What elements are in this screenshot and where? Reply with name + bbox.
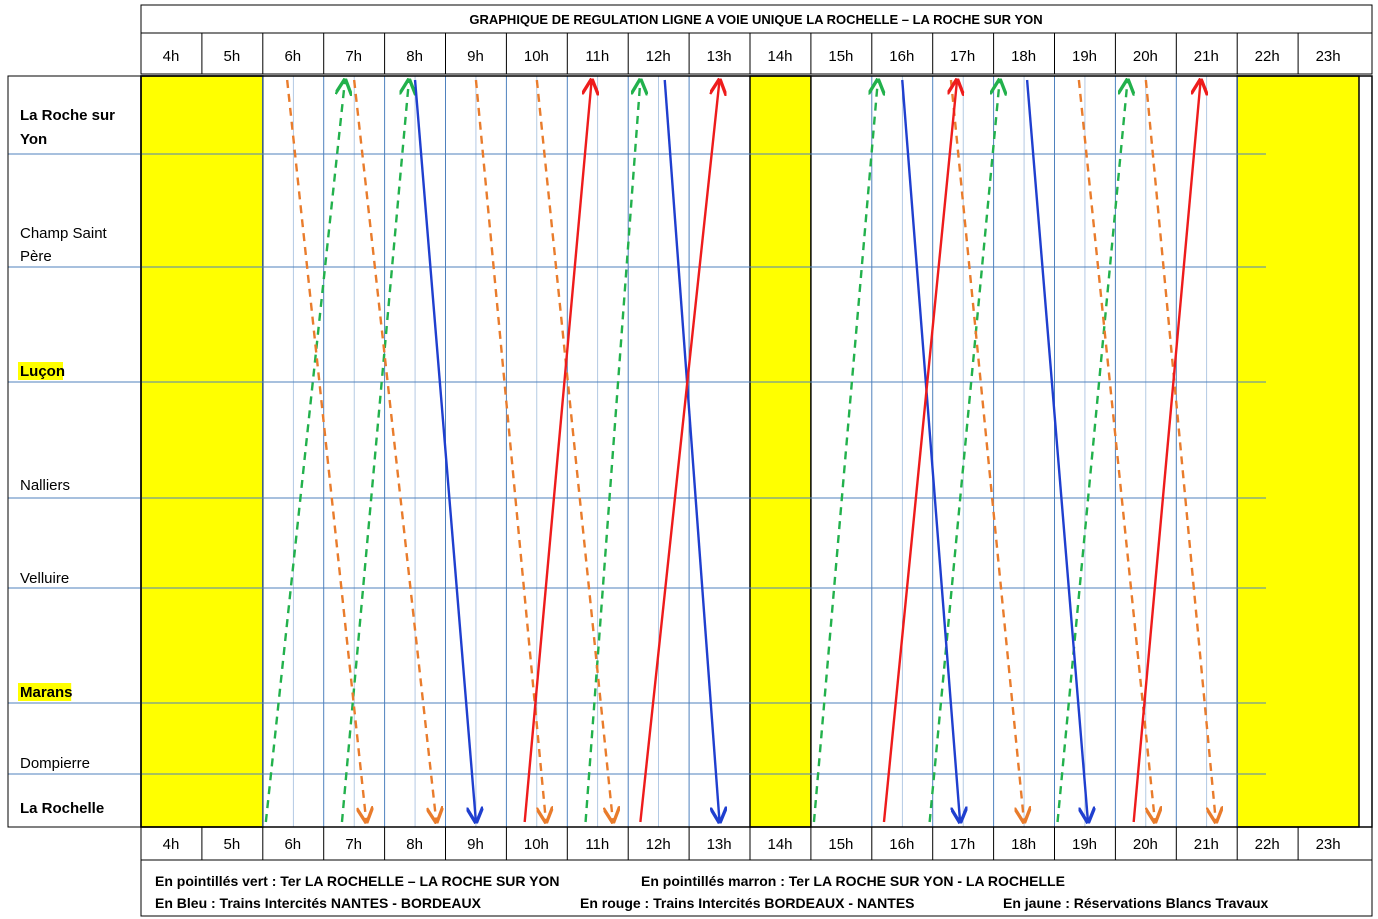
train-path-1-4 — [949, 79, 1024, 822]
chart-title: GRAPHIQUE DE REGULATION LIGNE A VOIE UNI… — [469, 12, 1042, 27]
bottom-hour-row — [140, 826, 1373, 861]
legend-yellow: En jaune : Réservations Blancs Travaux — [1003, 895, 1269, 911]
hour-label-top: 16h — [889, 48, 914, 65]
hour-labels-top: 4h 5h 6h 7h 8h 9h 10h 11h 12h 13h 14h 15h 16h 17h 18h 1… — [140, 33, 1341, 74]
train-path-2-2 — [901, 79, 960, 822]
hour-label-top: 11h — [585, 48, 609, 65]
train-path-0-1 — [340, 80, 409, 823]
hour-label-bottom: 22h — [1255, 836, 1280, 853]
station-highlight — [18, 683, 72, 701]
station-highlight — [18, 362, 63, 380]
hour-label-top: 17h — [950, 48, 975, 65]
plot-border — [140, 75, 1373, 828]
hour-label-top: 4h — [163, 48, 180, 65]
train-path-0-2 — [584, 80, 641, 823]
hour-label-top: 13h — [707, 48, 732, 65]
blancs-travaux-block-1 — [749, 75, 812, 828]
station-label-0: Yon — [20, 131, 47, 148]
hour-label-bottom: 23h — [1316, 836, 1341, 853]
station-label-5: Marans — [20, 684, 73, 701]
station-label-0: La Roche sur — [20, 107, 115, 124]
legend-brown: En pointillés marron : Ter LA ROCHE SUR … — [641, 873, 1065, 889]
train-path-1-3 — [535, 79, 613, 822]
hour-label-bottom: 9h — [467, 836, 484, 853]
hour-label-bottom: 12h — [646, 836, 671, 853]
station-column — [7, 75, 142, 828]
train-paths — [264, 79, 1216, 823]
train-path-0-3 — [812, 80, 878, 823]
train-path-3-2 — [882, 80, 957, 823]
hour-label-top: 21h — [1194, 48, 1219, 65]
hour-label-top: 12h — [646, 48, 671, 65]
hour-label-bottom: 20h — [1133, 836, 1158, 853]
train-path-1-6 — [1144, 79, 1216, 822]
station-label-1: Champ Saint — [20, 225, 108, 242]
train-path-2-0 — [413, 79, 476, 822]
hour-labels-bottom: 4h 5h 6h 7h 8h 9h 10h 11h 12h 13h 14h 15h 16h 17h 18h 1… — [140, 827, 1341, 860]
train-path-3-0 — [523, 80, 592, 823]
hour-label-top: 9h — [467, 48, 484, 65]
train-path-0-0 — [264, 80, 345, 823]
legend-red: En rouge : Trains Intercités BORDEAUX - … — [580, 895, 915, 911]
hour-label-bottom: 4h — [163, 836, 180, 853]
hour-label-top: 23h — [1316, 48, 1341, 65]
train-path-0-5 — [1056, 80, 1128, 823]
station-label-3: Nalliers — [20, 477, 70, 494]
station-labels: La Roche sur Yon Champ Saint Père Luçon Nalli… — [18, 107, 115, 817]
hour-label-top: 14h — [767, 48, 792, 65]
hour-label-bottom: 5h — [224, 836, 241, 853]
hour-label-bottom: 21h — [1194, 836, 1219, 853]
station-label-1: Père — [20, 248, 52, 265]
train-path-1-0 — [285, 79, 366, 822]
hour-label-top: 5h — [224, 48, 241, 65]
hour-label-top: 20h — [1133, 48, 1158, 65]
hour-label-bottom: 8h — [406, 836, 423, 853]
hour-label-top: 6h — [284, 48, 301, 65]
hour-label-bottom: 16h — [889, 836, 914, 853]
legend-box — [140, 859, 1373, 917]
hour-label-top: 8h — [406, 48, 423, 65]
hour-label-top: 18h — [1011, 48, 1036, 65]
train-path-1-2 — [474, 79, 546, 822]
hour-label-top: 10h — [524, 48, 549, 65]
hour-label-bottom: 10h — [524, 836, 549, 853]
hour-label-bottom: 11h — [585, 836, 609, 853]
legend-blue: En Bleu : Trains Intercités NANTES - BOR… — [155, 895, 482, 911]
hour-label-bottom: 13h — [707, 836, 732, 853]
legend-green: En pointillés vert : Ter LA ROCHELLE – L… — [155, 873, 560, 889]
hour-label-bottom: 14h — [767, 836, 792, 853]
station-label-4: Velluire — [20, 570, 69, 587]
hour-label-top: 19h — [1072, 48, 1097, 65]
blancs-travaux-block-2 — [1236, 75, 1360, 828]
train-path-0-4 — [928, 80, 1000, 823]
hour-label-bottom: 17h — [950, 836, 975, 853]
hour-label-bottom: 15h — [828, 836, 853, 853]
blancs-travaux-block-0 — [140, 75, 264, 828]
train-path-2-1 — [663, 79, 720, 822]
train-path-1-1 — [352, 79, 436, 822]
title-box — [140, 4, 1373, 34]
train-path-1-5 — [1077, 79, 1155, 822]
top-hour-row — [140, 32, 1373, 75]
station-label-6: Dompierre — [20, 755, 90, 772]
hour-label-bottom: 18h — [1011, 836, 1036, 853]
station-label-2: Luçon — [20, 363, 65, 380]
hour-label-bottom: 7h — [345, 836, 362, 853]
hour-label-top: 7h — [345, 48, 362, 65]
hour-label-top: 15h — [828, 48, 853, 65]
hour-label-top: 22h — [1255, 48, 1280, 65]
grid-layer — [8, 76, 1266, 827]
train-path-3-1 — [639, 80, 719, 823]
hour-label-bottom: 19h — [1072, 836, 1097, 853]
train-path-2-3 — [1025, 79, 1088, 822]
train-path-3-3 — [1132, 80, 1201, 823]
station-label-7: La Rochelle — [20, 800, 104, 817]
hour-label-bottom: 6h — [284, 836, 301, 853]
